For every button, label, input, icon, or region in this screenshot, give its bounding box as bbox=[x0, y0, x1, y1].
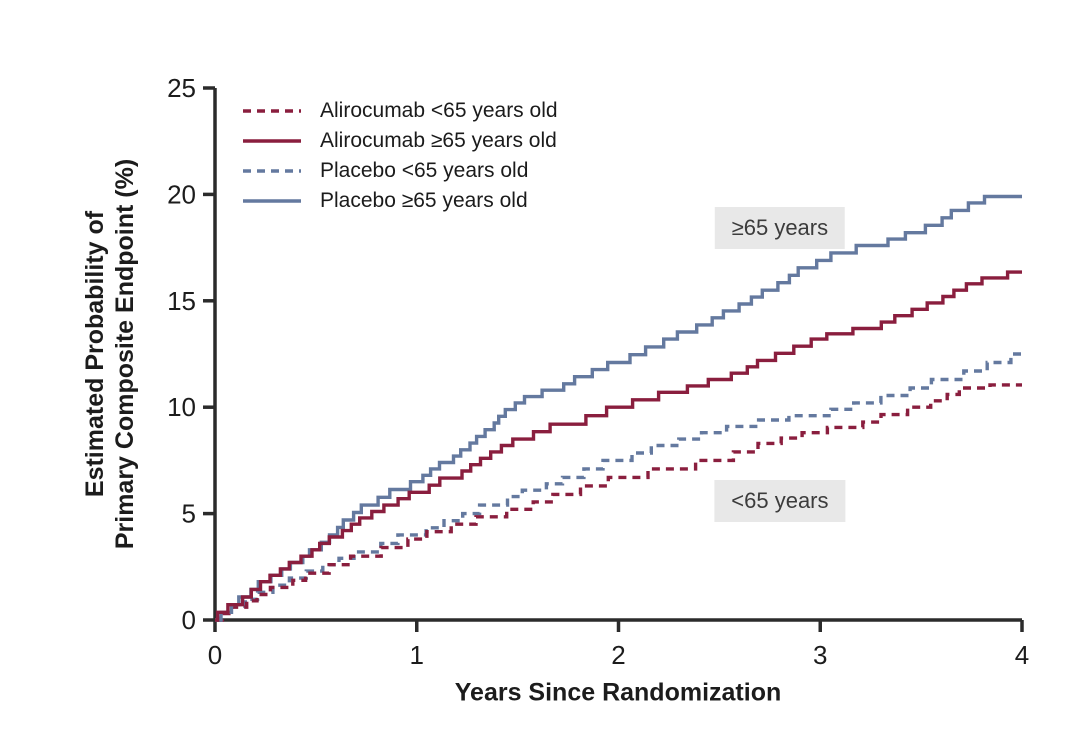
legend-swatch-placebo-ge65-line bbox=[243, 199, 301, 203]
y-axis-title-line2: Primary Composite Endpoint (%) bbox=[111, 158, 139, 550]
x-axis-title: Years Since Randomization bbox=[454, 678, 782, 707]
legend-label: Placebo <65 years old bbox=[320, 159, 529, 182]
x-tick-label: 0 bbox=[208, 640, 222, 670]
y-tick-label: 20 bbox=[167, 179, 196, 209]
y-axis-title: Estimated Probability of Primary Composi… bbox=[80, 159, 140, 549]
x-tick-label: 4 bbox=[1015, 640, 1029, 670]
legend: Alirocumab <65 years old Alirocumab ≥65 … bbox=[243, 96, 558, 216]
y-tick-label: 25 bbox=[167, 73, 196, 103]
legend-swatch-alirocumab-lt65-line bbox=[243, 109, 301, 113]
legend-label: Alirocumab <65 years old bbox=[320, 99, 558, 122]
series-line-alirocumab-65-years-old bbox=[215, 383, 1022, 622]
annotation-lt65-years: <65 years bbox=[714, 479, 846, 522]
x-tick-label: 3 bbox=[813, 640, 827, 670]
legend-item-alirocumab-lt65: Alirocumab <65 years old bbox=[243, 96, 558, 126]
legend-item-alirocumab-ge65: Alirocumab ≥65 years old bbox=[243, 126, 558, 156]
legend-item-placebo-ge65: Placebo ≥65 years old bbox=[243, 186, 558, 216]
legend-label: Placebo ≥65 years old bbox=[320, 189, 528, 212]
series-line-placebo-65-years-old bbox=[215, 352, 1022, 622]
legend-swatch-alirocumab-ge65-line bbox=[243, 139, 301, 143]
legend-label: Alirocumab ≥65 years old bbox=[320, 129, 557, 152]
y-tick-label: 15 bbox=[167, 286, 196, 316]
legend-item-placebo-lt65: Placebo <65 years old bbox=[243, 156, 558, 186]
legend-swatch-placebo-lt65-line bbox=[243, 169, 301, 173]
y-tick-label: 0 bbox=[182, 605, 196, 635]
y-tick-label: 10 bbox=[167, 392, 196, 422]
y-axis-title-line1: Estimated Probability of bbox=[81, 210, 109, 498]
x-tick-label: 2 bbox=[611, 640, 625, 670]
annotation-ge65-years: ≥65 years bbox=[714, 207, 846, 250]
y-tick-label: 5 bbox=[182, 499, 196, 529]
series-line-alirocumab-65-years-old bbox=[215, 270, 1022, 622]
x-tick-label: 1 bbox=[410, 640, 424, 670]
